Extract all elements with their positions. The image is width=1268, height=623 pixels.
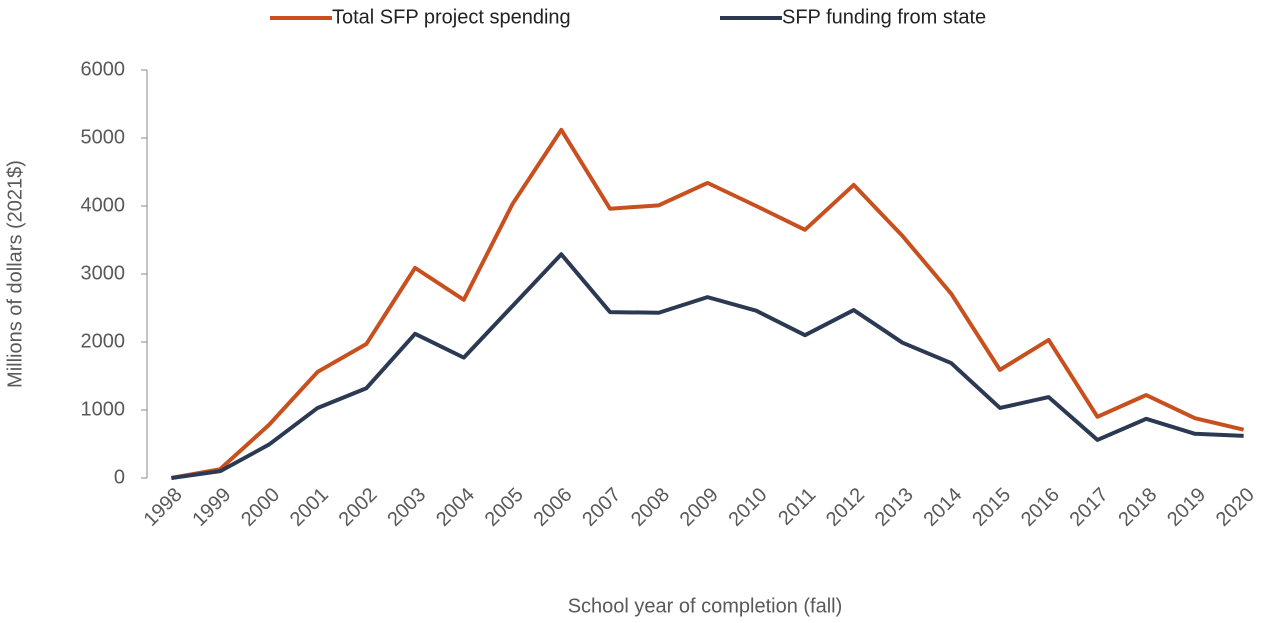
x-tick-label: 2020 <box>1212 484 1259 531</box>
x-tick-label: 2002 <box>335 484 382 531</box>
x-tick-label: 2006 <box>530 484 577 531</box>
x-tick-label: 2017 <box>1066 484 1113 531</box>
x-tick-label: 2014 <box>919 484 966 531</box>
x-tick-label: 2009 <box>676 484 723 531</box>
x-tick-label: 2015 <box>968 484 1015 531</box>
y-tick-label: 6000 <box>81 58 126 80</box>
x-tick-label: 2010 <box>724 484 771 531</box>
legend-text: Total SFP project spending <box>332 6 571 28</box>
line-series <box>171 127 1245 480</box>
x-tick-label: 1999 <box>188 484 235 531</box>
x-tick-label: 2018 <box>1114 484 1161 531</box>
x-tick-label: 2007 <box>578 484 625 531</box>
x-tick-label: 2012 <box>822 484 869 531</box>
y-axis-label: Millions of dollars (2021$) <box>4 160 26 388</box>
x-tick-label: 2004 <box>432 484 479 531</box>
x-tick-label: 2008 <box>627 484 674 531</box>
y-tick-label: 2000 <box>81 330 126 352</box>
x-tick-label: 2016 <box>1017 484 1064 531</box>
y-tick-label: 3000 <box>81 262 126 284</box>
x-tick-label: 2011 <box>774 484 820 530</box>
y-tick-label: 1000 <box>81 398 126 420</box>
y-tick-label: 4000 <box>81 194 126 216</box>
x-tick-label: 2019 <box>1163 484 1210 531</box>
x-tick-label: 2005 <box>481 484 528 531</box>
x-tick-label: 2003 <box>383 484 430 531</box>
x-tick-label: 1998 <box>140 484 187 531</box>
x-tick-label: 2001 <box>286 484 333 531</box>
legend-text: SFP funding from state <box>782 6 986 28</box>
line-series <box>171 252 1244 480</box>
y-tick-label: 0 <box>114 466 125 488</box>
x-axis-label: School year of completion (fall) <box>568 595 843 617</box>
x-tick-label: 2000 <box>237 484 284 531</box>
x-tick-label: 2013 <box>871 484 918 531</box>
y-tick-label: 5000 <box>81 126 126 148</box>
